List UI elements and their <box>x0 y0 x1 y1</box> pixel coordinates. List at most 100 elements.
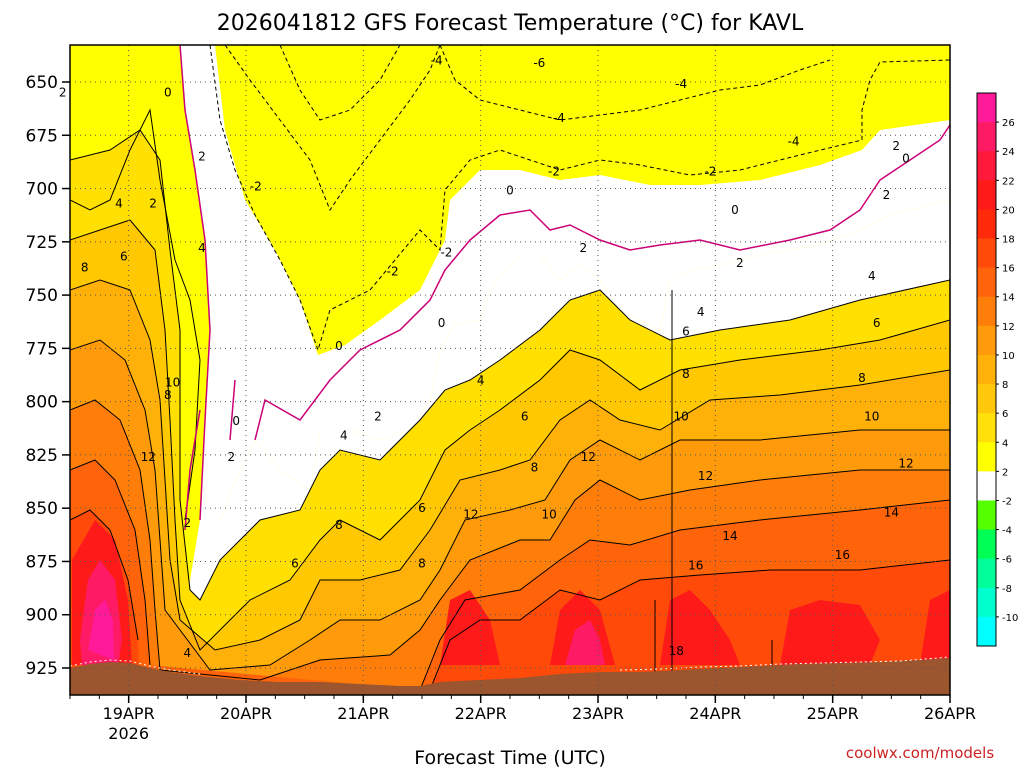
contour-label: 14 <box>722 529 737 543</box>
zero-degree-line <box>179 45 950 531</box>
contour-label: 12 <box>898 456 913 470</box>
contour-label: 16 <box>835 548 850 562</box>
dashed-contours <box>209 45 950 352</box>
colorbar-label: -6 <box>1002 555 1012 566</box>
y-tick-label: 750 <box>26 286 58 306</box>
colorbar-swatch <box>977 180 996 210</box>
contour-label: 0 <box>232 414 240 428</box>
x-tick-label: 22APR <box>455 704 507 723</box>
colorbar-swatch <box>977 413 996 443</box>
contour-label: 2 <box>149 196 157 210</box>
contour-label: 6 <box>120 250 128 264</box>
colorbar-swatch <box>977 616 996 647</box>
colorbar-label: 8 <box>1002 380 1008 391</box>
contour-label: 8 <box>81 260 89 274</box>
contour-label: 14 <box>884 505 899 519</box>
colorbar-swatch <box>977 587 996 618</box>
contour-label: 10 <box>673 410 688 424</box>
colorbar-frame <box>976 92 997 647</box>
contour-label: -4 <box>788 135 800 149</box>
colorbar-label: -10 <box>1002 613 1018 624</box>
x-tick-sublabel: 2026 <box>108 724 149 743</box>
colorbar-swatch <box>977 151 996 181</box>
contour-label: 6 <box>682 324 690 338</box>
contour-label: 18 <box>669 644 684 658</box>
contour-label: 16 <box>688 559 703 573</box>
colorbar-swatch <box>977 384 996 414</box>
contour-label: 4 <box>115 196 123 210</box>
colorbar-label: 20 <box>1002 205 1015 216</box>
contour-label: 4 <box>477 373 485 387</box>
contour-label: 6 <box>291 557 299 571</box>
y-tick-label: 725 <box>26 233 58 253</box>
colorbar-label: 10 <box>1002 351 1015 362</box>
contour-label: -4 <box>675 77 687 91</box>
terrain-ground <box>70 658 950 695</box>
contour-label: 8 <box>335 518 343 532</box>
contour-label: 0 <box>438 316 446 330</box>
colorbar-label: 12 <box>1002 322 1015 333</box>
contour-label: 6 <box>873 316 881 330</box>
colorbar-swatch <box>977 93 996 123</box>
x-tick-label: 25APR <box>807 704 859 723</box>
contour-label: 2 <box>184 516 192 530</box>
colorbar-label: 4 <box>1002 438 1008 449</box>
contour-label: 0 <box>506 184 514 198</box>
contour-label: 10 <box>165 375 180 389</box>
y-tick-label: 675 <box>26 126 58 146</box>
contour-label: 4 <box>868 269 876 283</box>
contour-label: 6 <box>418 501 426 515</box>
chart-title: 2026041812 GFS Forecast Temperature (°C)… <box>217 11 804 36</box>
contour-label: 12 <box>581 450 596 464</box>
contour-label: -2 <box>548 164 560 178</box>
contour-label: 10 <box>541 508 556 522</box>
contour-label: 2 <box>736 256 744 270</box>
colorbar-label: 22 <box>1002 176 1015 187</box>
contour-label: 8 <box>531 461 539 475</box>
y-tick-label: 875 <box>26 552 58 572</box>
contour-label: 8 <box>164 388 172 402</box>
y-tick-label: 775 <box>26 339 58 359</box>
contour-label: -4 <box>431 54 443 68</box>
contour-label: 12 <box>463 508 478 522</box>
contour-label: 8 <box>418 557 426 571</box>
band-red-deep <box>72 520 950 665</box>
x-tick-label: 21APR <box>337 704 389 723</box>
colorbar-label: 18 <box>1002 235 1015 246</box>
colorbar-swatch <box>977 471 996 501</box>
plot-area <box>70 45 950 695</box>
x-tick-label: 26APR <box>924 704 976 723</box>
contour-label: -2 <box>250 179 262 193</box>
contour-label: 2 <box>59 86 67 100</box>
band-white-gap <box>180 45 950 520</box>
contour-label: 8 <box>682 367 690 381</box>
y-tick-label: 825 <box>26 446 58 466</box>
y-tick-label: 900 <box>26 606 58 626</box>
contour-label: 2 <box>580 241 588 255</box>
colorbar-swatch <box>977 354 996 385</box>
contour-label: 0 <box>731 203 739 217</box>
colorbar-swatch <box>977 238 996 269</box>
contour-label: -2 <box>704 164 716 178</box>
contour-label: 0 <box>164 86 172 100</box>
colorbar-label: 6 <box>1002 409 1008 420</box>
gridlines <box>70 45 950 695</box>
band-magenta <box>88 600 114 660</box>
colorbar-label: 24 <box>1002 147 1015 158</box>
contour-label: 4 <box>198 241 206 255</box>
colorbar-swatch <box>977 529 996 560</box>
colorbar-swatch <box>977 296 996 327</box>
x-tick-label: 24APR <box>689 704 741 723</box>
contour-label: 4 <box>340 429 348 443</box>
y-tick-label: 700 <box>26 180 58 200</box>
contour-label: -4 <box>553 111 565 125</box>
colorbar-label: 2 <box>1002 467 1008 478</box>
contour-label: -2 <box>387 265 399 279</box>
contour-label: 2 <box>883 188 891 202</box>
colorbar-label: -4 <box>1002 526 1012 537</box>
colorbar: 26 24 22 20 18 16 14 12 10 8 6 4 2 -2 -4 -6 -8 -10 <box>976 92 1018 647</box>
y-tick-label: 925 <box>26 659 58 679</box>
colorbar-swatch <box>977 267 996 298</box>
